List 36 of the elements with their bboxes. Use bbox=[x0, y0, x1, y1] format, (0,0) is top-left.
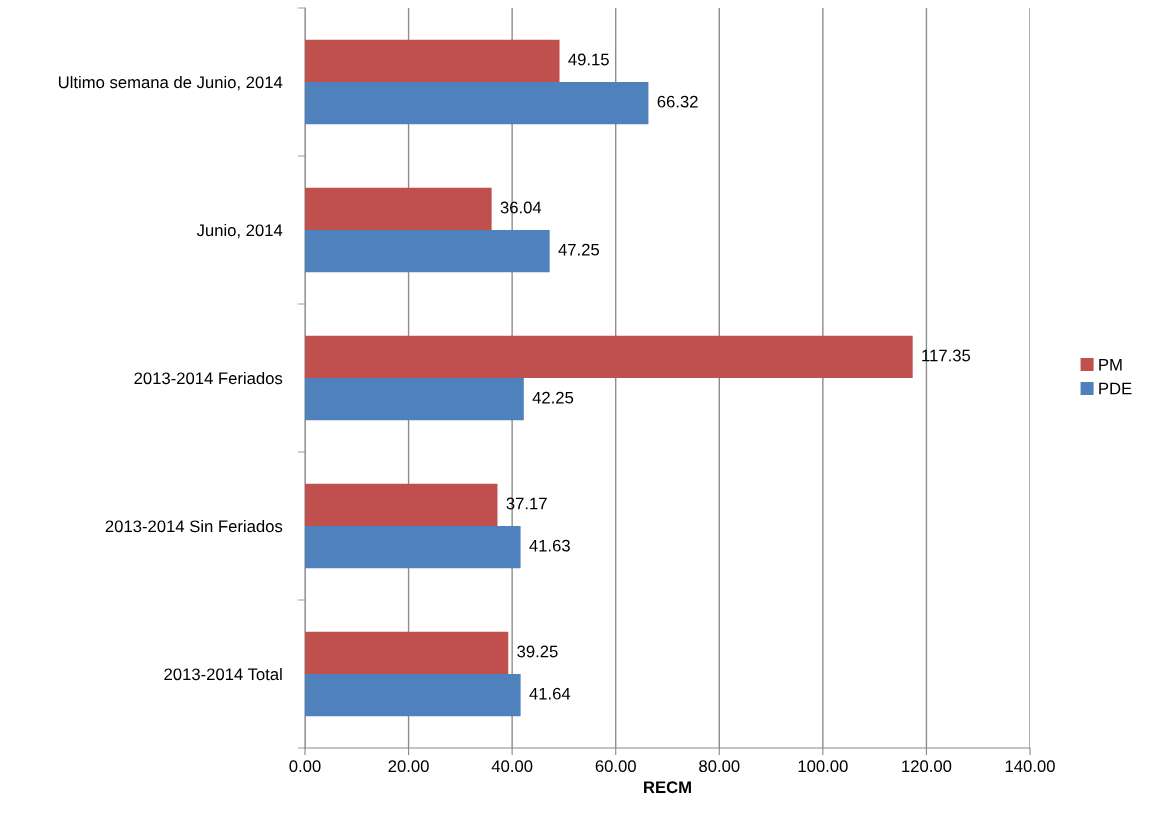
data-label: 66.32 bbox=[657, 95, 698, 108]
data-label: 39.25 bbox=[517, 645, 558, 658]
x-tick-label: 60.00 bbox=[595, 760, 636, 773]
y-tick-label: Ultimo semana de Junio, 2014 bbox=[58, 75, 283, 91]
bar bbox=[305, 335, 913, 378]
x-tick-label: 40.00 bbox=[491, 760, 533, 773]
data-label: 41.64 bbox=[529, 687, 571, 700]
x-tick-label: 100.00 bbox=[798, 760, 848, 773]
bar bbox=[305, 483, 498, 526]
bar bbox=[305, 526, 521, 569]
x-tick-label: 20.00 bbox=[388, 760, 429, 773]
x-tick-label: 0.00 bbox=[289, 760, 321, 773]
bar bbox=[305, 187, 492, 230]
y-tick-label: Junio, 2014 bbox=[196, 223, 283, 239]
data-label: 47.25 bbox=[558, 243, 600, 256]
data-label: 36.04 bbox=[500, 201, 542, 214]
x-axis-title: RECM bbox=[644, 781, 691, 794]
x-tick-label: 80.00 bbox=[699, 760, 740, 773]
bar bbox=[305, 674, 521, 717]
bar bbox=[305, 39, 560, 82]
y-tick-label: 2013-2014 Sin Feriados bbox=[105, 519, 283, 533]
data-label: 37.17 bbox=[506, 497, 547, 510]
data-label: 49.15 bbox=[568, 53, 609, 66]
bar bbox=[305, 631, 509, 674]
data-label: 41.63 bbox=[529, 539, 570, 552]
y-tick-label: 2013-2014 Feriados bbox=[134, 371, 283, 385]
legend-label: PDE bbox=[1099, 382, 1132, 395]
x-tick-label: 120.00 bbox=[902, 760, 952, 773]
bar bbox=[305, 82, 649, 125]
data-label: 42.25 bbox=[532, 391, 574, 404]
bar bbox=[305, 378, 524, 421]
legend-label: PM bbox=[1099, 358, 1122, 371]
x-tick-label: 140.00 bbox=[1005, 760, 1055, 773]
bar bbox=[305, 230, 550, 273]
y-tick-label: 2013-2014 Total bbox=[164, 667, 282, 681]
data-label: 117.35 bbox=[922, 349, 971, 362]
